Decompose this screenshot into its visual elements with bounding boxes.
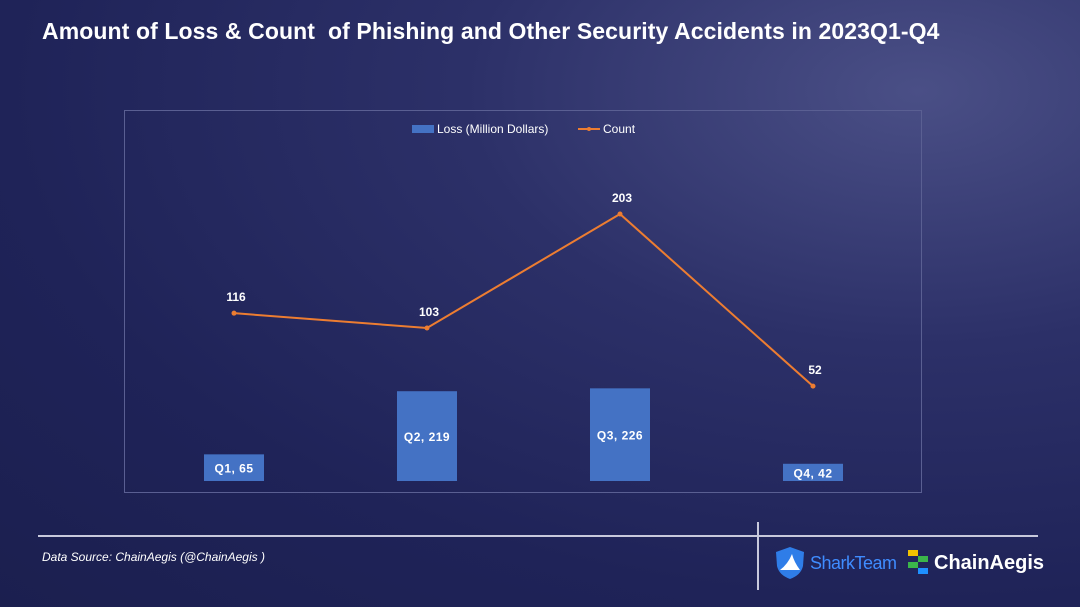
bar-label-q3: Q3, 226 — [597, 429, 643, 443]
bar-q2 — [397, 391, 457, 481]
legend-line-marker — [587, 127, 591, 131]
bar-label-q1: Q1, 65 — [214, 462, 253, 476]
footer-separator — [757, 522, 759, 590]
count-point-q1 — [231, 310, 237, 316]
chart-svg: Loss (Million Dollars) Count Q1, 65 Q2, 219… — [204, 122, 843, 481]
bar-q1 — [204, 454, 264, 481]
sharkteam-logo: SharkTeam — [774, 546, 897, 580]
count-point-q3 — [617, 211, 623, 217]
legend-bar-swatch — [412, 125, 434, 133]
count-point-q4 — [810, 383, 816, 389]
chart-title: Amount of Loss & Count of Phishing and O… — [42, 18, 940, 44]
data-source: Data Source: ChainAegis (@ChainAegis ) — [42, 550, 265, 564]
count-label-q2: 103 — [419, 305, 439, 319]
sharkteam-logo-text: SharkTeam — [810, 552, 897, 573]
count-line — [233, 212, 814, 387]
count-label-q1: 116 — [226, 290, 246, 304]
chainaegis-logo: ChainAegis — [906, 548, 1044, 578]
legend-line-label: Count — [603, 122, 636, 136]
chainaegis-icon — [908, 550, 928, 574]
footer-divider — [38, 535, 1038, 537]
bar-label-q4: Q4, 42 — [793, 466, 832, 480]
count-point-q2 — [424, 325, 430, 331]
bar-q4 — [783, 463, 843, 481]
chainaegis-logo-text: ChainAegis — [934, 551, 1045, 574]
legend-bar-label: Loss (Million Dollars) — [437, 122, 548, 136]
count-label-q3: 203 — [612, 191, 632, 205]
shark-shield-icon — [776, 547, 804, 579]
bar-q3 — [590, 388, 650, 481]
chart-area: Loss (Million Dollars) Count Q1, 65 Q2, 219… — [124, 110, 922, 493]
count-label-q4: 52 — [808, 363, 822, 377]
bar-label-q2: Q2, 219 — [404, 430, 450, 444]
